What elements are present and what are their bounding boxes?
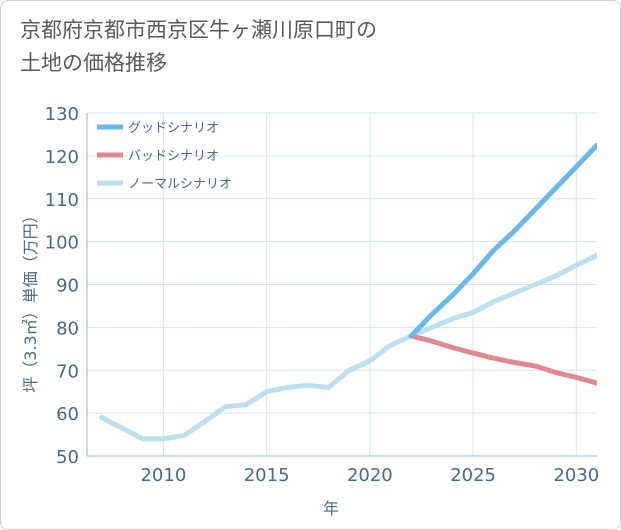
x-tick-label: 2015 [244, 465, 290, 486]
y-tick-label: 130 [45, 104, 79, 125]
x-tick-label: 2025 [450, 465, 496, 486]
series-line-good [408, 142, 597, 339]
x-tick-label: 2030 [553, 465, 599, 486]
y-tick-label: 110 [45, 190, 79, 211]
y-tick-label: 70 [56, 361, 79, 382]
y-axis-label: 坪（3.3㎡）単価（万円） [21, 207, 40, 392]
axes: 50 60 70 80 90 100 110 120 130 2010 2015 2020 2025 20… [45, 104, 600, 486]
chart-title-line-1: 京都府京都市西京区牛ヶ瀬川原口町の [20, 18, 377, 42]
series-lines [99, 142, 597, 442]
legend-label: グッドシナリオ [128, 121, 219, 136]
chart-title: 京都府京都市西京区牛ヶ瀬川原口町の 土地の価格推移 [20, 14, 377, 80]
y-tick-label: 120 [45, 147, 79, 168]
y-tick-label: 60 [56, 404, 79, 425]
y-tick-label: 50 [56, 447, 79, 468]
series-line-bad [408, 333, 597, 386]
x-axis-label: 年 [323, 499, 339, 518]
y-tick-label: 90 [56, 276, 79, 297]
y-tick-label: 100 [45, 233, 79, 254]
x-tick-label: 2010 [140, 465, 186, 486]
grid-lines [87, 112, 597, 457]
legend-label: ノーマルシナリオ [128, 177, 232, 192]
legend-label: バッドシナリオ [128, 149, 219, 164]
series-line-normal [99, 252, 597, 442]
y-tick-label: 80 [56, 318, 79, 339]
chart-title-line-2: 土地の価格推移 [20, 51, 167, 75]
x-tick-label: 2020 [347, 465, 393, 486]
